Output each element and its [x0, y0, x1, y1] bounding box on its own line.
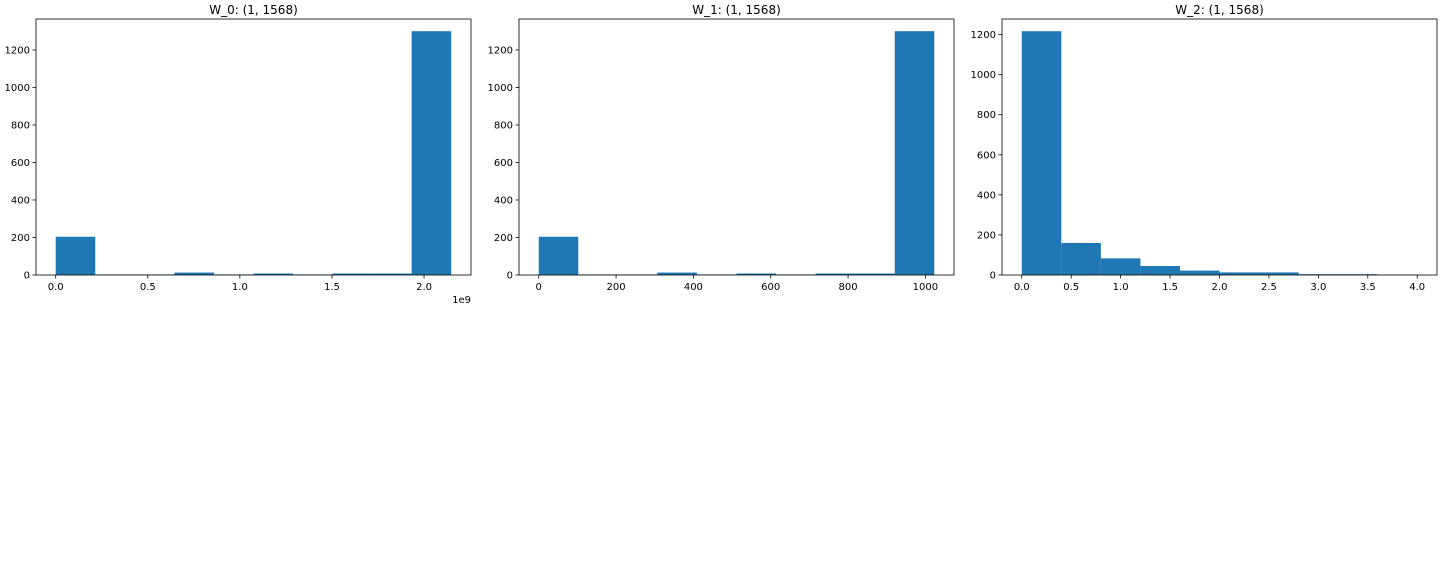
- histogram-bar: [855, 273, 895, 275]
- y-tick-label: 400: [977, 190, 996, 201]
- histogram-bar: [253, 273, 293, 275]
- chart-title: W_0: (1, 1568): [209, 3, 298, 17]
- y-tick-label: 200: [11, 233, 30, 244]
- y-tick-label: 600: [494, 158, 513, 169]
- chart-title: W_1: (1, 1568): [692, 3, 781, 17]
- x-tick-label: 4.0: [1409, 282, 1425, 293]
- histogram-bar: [1021, 31, 1062, 275]
- x-tick-label: 600: [761, 282, 780, 293]
- histogram-panel-0: 0.0 0.5 1.0 1.5 2.0 0 200 400 600 800 1000 1200 W_0:…: [5, 3, 472, 306]
- histogram-bar: [1061, 242, 1101, 275]
- chart-title: W_2: (1, 1568): [1175, 3, 1264, 17]
- x-axis-offset-text: 1e9: [452, 295, 471, 306]
- y-tick-label: 1000: [971, 70, 996, 81]
- y-tick-label: 1000: [488, 83, 513, 94]
- x-tick-label: 1000: [913, 282, 938, 293]
- histogram-bar: [1140, 265, 1180, 275]
- histogram-panel-2: 0.0 0.5 1.0 1.5 2.0 2.5 3.0 3.5 4.0 0 200 400 600 800…: [971, 3, 1438, 293]
- y-tick-label: 600: [11, 158, 30, 169]
- histogram-bar: [1259, 272, 1299, 275]
- y-tick-label: 1200: [971, 30, 996, 41]
- y-tick-label: 200: [494, 233, 513, 244]
- x-tick-label: 800: [839, 282, 858, 293]
- histogram-bar: [372, 273, 412, 275]
- axes-frame: [518, 18, 955, 276]
- x-tick-label: 2.0: [416, 282, 432, 293]
- x-tick-label: 0.5: [140, 282, 156, 293]
- x-tick-label: 0.0: [1014, 282, 1030, 293]
- histogram-bar: [1219, 272, 1260, 275]
- histogram-bar: [174, 272, 214, 275]
- x-tick-label: 1.5: [324, 282, 340, 293]
- y-tick-label: 800: [494, 120, 513, 131]
- y-tick-label: 0: [990, 271, 996, 282]
- x-tick-label: 2.5: [1261, 282, 1277, 293]
- y-tick-label: 400: [494, 195, 513, 206]
- histogram-bar: [1100, 258, 1141, 275]
- histogram-bar: [815, 273, 856, 275]
- x-tick-label: 3.0: [1310, 282, 1326, 293]
- histogram-bar: [657, 272, 697, 275]
- y-tick-label: 1000: [5, 83, 30, 94]
- y-tick-label: 0: [507, 271, 513, 282]
- x-tick-label: 1.5: [1162, 282, 1178, 293]
- histogram-bar: [894, 31, 935, 275]
- histogram-bar: [538, 236, 579, 275]
- histogram-bar: [332, 273, 373, 275]
- histogram-bar: [55, 236, 96, 275]
- histogram-bar: [411, 31, 452, 275]
- x-tick-label: 1.0: [1113, 282, 1129, 293]
- y-tick-label: 600: [977, 150, 996, 161]
- y-tick-label: 1200: [5, 45, 30, 56]
- y-tick-label: 800: [11, 120, 30, 131]
- x-tick-label: 0: [536, 282, 542, 293]
- x-tick-label: 2.0: [1212, 282, 1228, 293]
- y-tick-label: 200: [977, 230, 996, 241]
- x-tick-label: 400: [684, 282, 703, 293]
- y-tick-label: 800: [977, 110, 996, 121]
- y-tick-label: 1200: [488, 45, 513, 56]
- x-tick-label: 1.0: [232, 282, 248, 293]
- x-tick-label: 3.5: [1360, 282, 1376, 293]
- y-tick-label: 0: [24, 271, 30, 282]
- axes-frame: [35, 18, 472, 276]
- x-tick-label: 200: [607, 282, 626, 293]
- histogram-bar: [1179, 270, 1220, 275]
- x-tick-label: 0.5: [1063, 282, 1079, 293]
- histogram-bar: [736, 273, 777, 275]
- y-tick-label: 400: [11, 195, 30, 206]
- x-tick-label: 0.0: [48, 282, 64, 293]
- histogram-panel-1: 0 200 400 600 800 1000 0 200 400 600 800 1000 1200 W_…: [488, 3, 955, 293]
